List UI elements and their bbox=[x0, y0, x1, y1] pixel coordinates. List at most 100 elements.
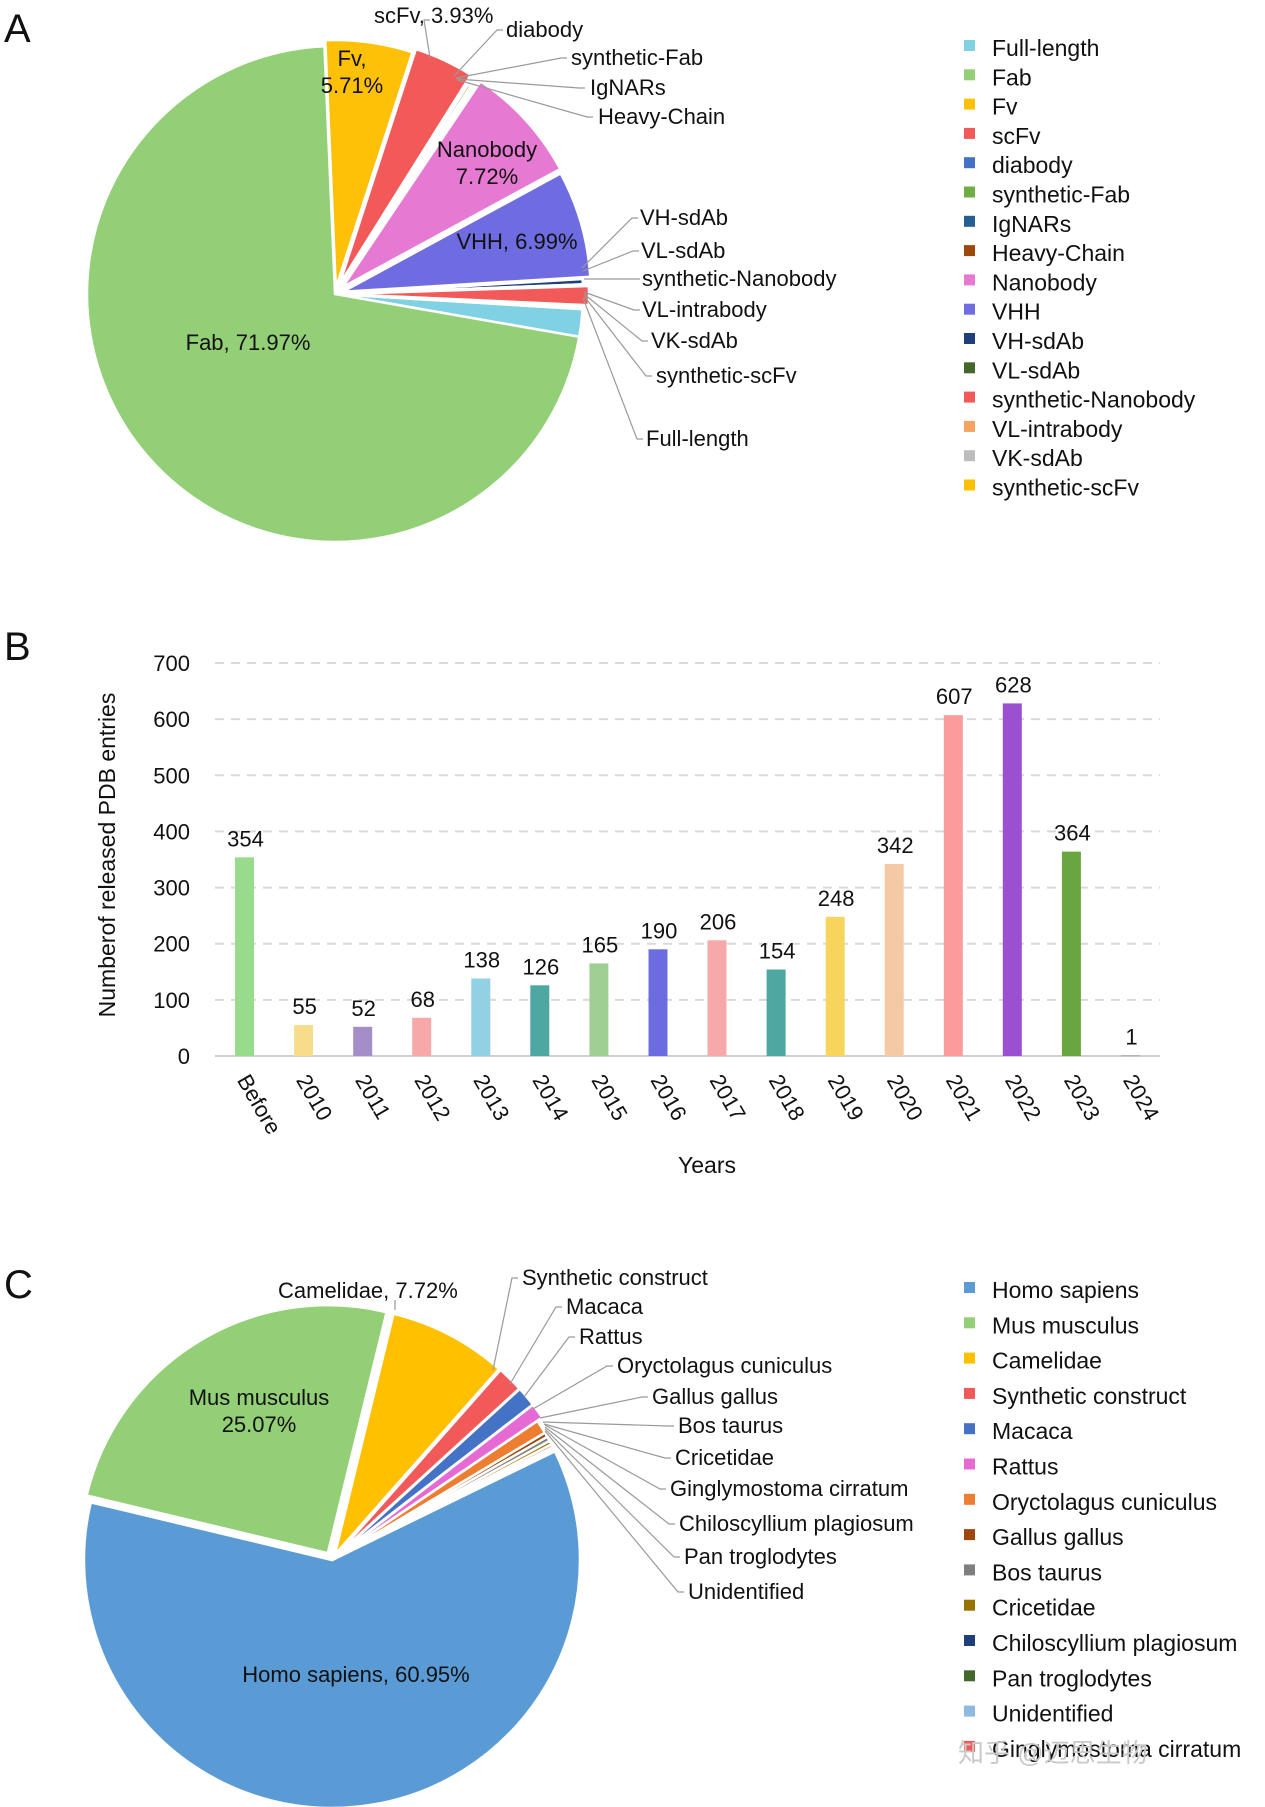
legend-swatch-synthetic-scfv bbox=[964, 479, 975, 491]
bar-value-label-2020: 342 bbox=[877, 833, 914, 858]
bar-value-label-2021: 607 bbox=[936, 684, 973, 709]
legend-swatch-bos-taurus bbox=[964, 1564, 975, 1576]
bar-value-label-2016: 190 bbox=[641, 918, 678, 943]
bar-2011 bbox=[353, 1026, 373, 1056]
bar-2017 bbox=[707, 940, 727, 1056]
pie-slice-camelidae bbox=[333, 1312, 501, 1556]
callout-label-oryctolagus-cuniculus: Oryctolagus cuniculus bbox=[617, 1353, 832, 1378]
legend-swatch-scfv bbox=[964, 127, 975, 139]
y-tick-600: 600 bbox=[153, 707, 190, 732]
legend-label-vhh: VHH bbox=[992, 299, 1041, 325]
bar-2010 bbox=[294, 1025, 314, 1056]
watermark: 知乎 @迈思生物 bbox=[958, 1738, 1148, 1768]
bar-2020 bbox=[884, 864, 904, 1056]
legend-swatch-diabody bbox=[964, 157, 975, 169]
legend-label-pan-troglodytes: Pan troglodytes bbox=[992, 1665, 1152, 1691]
callout-label-vl-intrabody: VL-intrabody bbox=[642, 297, 767, 322]
legend-label-camelidae: Camelidae bbox=[992, 1348, 1102, 1374]
bar-value-label-2019: 248 bbox=[818, 886, 855, 911]
callout-label-synthetic-construct: Synthetic construct bbox=[522, 1265, 708, 1290]
panel-b-letter: B bbox=[4, 625, 31, 669]
legend-label-ginglymostoma-cirratum: Ginglymostoma cirratum bbox=[992, 1736, 1241, 1762]
x-tick-2020: 2020 bbox=[882, 1070, 928, 1125]
bar-2021 bbox=[943, 715, 963, 1056]
x-tick-2022: 2022 bbox=[1000, 1070, 1046, 1125]
pie-label-vhh-line: VHH, 6.99% bbox=[456, 229, 577, 254]
callout-label-chiloscyllium-plagiosum: Chiloscyllium plagiosum bbox=[679, 1511, 914, 1536]
pie-label-nanobody-line: 7.72% bbox=[456, 164, 518, 189]
x-axis-title: Years bbox=[678, 1152, 736, 1178]
legend-label-nanobody: Nanobody bbox=[992, 269, 1097, 295]
legend-swatch-vk-sdab bbox=[964, 450, 975, 462]
x-tick-2011: 2011 bbox=[350, 1070, 395, 1123]
callout-leader-gallus-gallus bbox=[539, 1396, 648, 1419]
callout-label-vl-sdab: VL-sdAb bbox=[641, 238, 725, 263]
y-tick-500: 500 bbox=[153, 763, 190, 788]
legend-swatch-camelidae bbox=[964, 1352, 975, 1364]
callout-label-heavy-chain: Heavy-Chain bbox=[598, 104, 725, 129]
legend-label-synthetic-scfv: synthetic-scFv bbox=[992, 475, 1139, 501]
callout-leader-synthetic-fab bbox=[455, 57, 567, 79]
y-tick-100: 100 bbox=[153, 988, 190, 1013]
callout-label-bos-taurus: Bos taurus bbox=[678, 1413, 783, 1438]
callout-label-cricetidae: Cricetidae bbox=[675, 1445, 774, 1470]
legend-swatch-homo-sapiens bbox=[964, 1282, 975, 1293]
callout-leader-unidentified bbox=[544, 1430, 684, 1593]
x-tick-2013: 2013 bbox=[468, 1070, 514, 1125]
bar-value-label-2023: 364 bbox=[1054, 821, 1091, 846]
legend-label-diabody: diabody bbox=[992, 152, 1073, 178]
legend-label-ignars: IgNARs bbox=[992, 211, 1071, 237]
panel-a-pie-chart: Fab, 71.97%Fv, 5.71%Nanobody 7.72%VHH, 6.9… bbox=[85, 3, 1196, 544]
x-tick-2023: 2023 bbox=[1059, 1070, 1105, 1125]
legend-label-rattus: Rattus bbox=[992, 1454, 1058, 1480]
panel-c-pie-chart: Homo sapiens, 60.95%Mus musculus 25.07%Ho… bbox=[82, 1265, 1241, 1807]
callout-leader-cricetidae bbox=[543, 1423, 671, 1459]
bar-value-label-before: 354 bbox=[227, 826, 264, 851]
legend-swatch-vl-intrabody bbox=[964, 420, 975, 432]
bar-before bbox=[235, 857, 254, 1056]
legend-swatch-synthetic-nanobody bbox=[964, 391, 975, 403]
x-tick-2019: 2019 bbox=[823, 1070, 869, 1125]
legend-label-oryctolagus-cuniculus: Oryctolagus cuniculus bbox=[992, 1489, 1217, 1515]
pie-slice-vhh bbox=[342, 171, 592, 294]
pie-slice-synthetic-scfv bbox=[334, 292, 584, 311]
legend-swatch-heavy-chain bbox=[964, 245, 975, 257]
pie-label-fab-line: Fab, 71.97% bbox=[186, 330, 311, 355]
bar-2022 bbox=[1002, 703, 1022, 1056]
legend-label-synthetic-construct: Synthetic construct bbox=[992, 1383, 1187, 1409]
pie-label-homo-sapiens: Homo sapiens, 60.95% bbox=[242, 1662, 469, 1687]
pie-label-mus-musculus: Mus musculus 25.07% bbox=[189, 1385, 330, 1437]
pie-slice-unidentified bbox=[331, 1448, 557, 1562]
callout-label-synthetic-fab: synthetic-Fab bbox=[571, 45, 703, 70]
legend-swatch-mus-musculus bbox=[964, 1317, 975, 1329]
legend-label-vl-sdab: VL-sdAb bbox=[992, 357, 1080, 383]
pie-label-vhh: VHH, 6.99% bbox=[456, 229, 577, 254]
callout-leader-vh-sdab bbox=[581, 217, 638, 269]
pie-label-homo-sapiens-line: Homo sapiens, 60.95% bbox=[242, 1662, 469, 1687]
callout-leader-macaca bbox=[509, 1306, 562, 1385]
callout-leader-chiloscyllium-plagiosum bbox=[544, 1426, 675, 1525]
legend-label-chiloscyllium-plagiosum: Chiloscyllium plagiosum bbox=[992, 1630, 1237, 1656]
pie-slice-fv bbox=[323, 38, 415, 289]
y-axis-title: Numberof released PDB entries bbox=[94, 693, 120, 1018]
bar-value-label-2022: 628 bbox=[995, 672, 1032, 697]
x-tick-2010: 2010 bbox=[291, 1070, 337, 1125]
callout-leader-synthetic-scfv bbox=[583, 295, 652, 377]
pie-slice-nanobody bbox=[341, 79, 563, 289]
legend-swatch-vl-sdab bbox=[964, 362, 975, 374]
callout-leader-bos-taurus bbox=[542, 1421, 674, 1427]
bar-2014 bbox=[530, 985, 550, 1056]
callout-label-diabody: diabody bbox=[506, 17, 583, 42]
legend-swatch-fv bbox=[964, 98, 975, 110]
x-tick-2024: 2024 bbox=[1118, 1070, 1164, 1125]
pie-slice-homo-sapiens bbox=[82, 1449, 582, 1807]
callout-leader-vl-sdab bbox=[582, 250, 639, 272]
bar-2012 bbox=[412, 1017, 432, 1056]
x-tick-2015: 2015 bbox=[587, 1070, 633, 1125]
legend-label-full-length: Full-length bbox=[992, 35, 1099, 61]
callout-leader-ginglymostoma-cirratum bbox=[544, 1424, 666, 1490]
bar-value-label-2014: 126 bbox=[522, 954, 559, 979]
legend-swatch-ginglymostoma-cirratum bbox=[964, 1740, 975, 1752]
legend-swatch-rattus bbox=[964, 1458, 975, 1470]
legend-swatch-unidentified bbox=[964, 1705, 975, 1717]
